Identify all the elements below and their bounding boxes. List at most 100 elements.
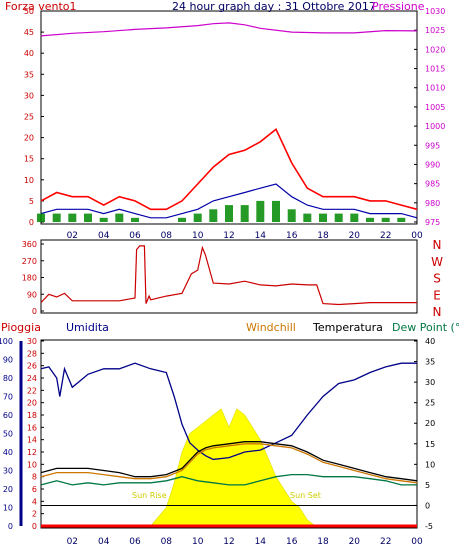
chart_data.2.rain_ticks-tick-label: 2 <box>32 510 37 519</box>
chart_data.2.left_ticks-tick-label: 40 <box>3 448 13 457</box>
wind-bar <box>381 217 390 222</box>
wind-plot-frame <box>40 10 418 225</box>
compass-label: S <box>433 272 441 286</box>
chart_data.0.left_ticks-tick-label: 30 <box>24 91 34 100</box>
chart_data.2.left_ticks-tick-label: 10 <box>3 504 13 513</box>
temperature-series <box>40 362 418 528</box>
wind-bar <box>68 213 77 222</box>
chart_data.1.left_ticks-tick-label: 90 <box>27 290 37 299</box>
wind-direction-line <box>40 245 417 306</box>
hour-ticks-bottom: 02 04 06 08 10 12 14 16 18 20 22 00 <box>67 537 423 547</box>
chart_data.2.rain_ticks-tick-label: 30 <box>27 337 37 346</box>
chart_data.2.rain_ticks-tick-label: 18 <box>27 411 37 420</box>
pressure-ticks: 975 980 985 990 995 1000 1005 1010 1015 1020 1025 1… <box>414 7 445 227</box>
chart_data.2.x_ticks-label: 00 <box>411 537 423 547</box>
direction-series <box>40 245 417 306</box>
wind-bar <box>350 213 359 222</box>
chart_data.2.rain_ticks-tick-label: 8 <box>32 473 37 482</box>
chart_data.2.x_ticks-label: 04 <box>98 537 110 547</box>
chart_data.2.rain_ticks-tick-label: 10 <box>27 460 37 469</box>
chart_data.0.x_ticks-label: 02 <box>67 231 78 241</box>
chart_data.2.x_ticks-label: 10 <box>192 537 204 547</box>
chart_data.1.left_ticks-tick-label: 0 <box>32 307 37 316</box>
chart_data.0.left_ticks-tick-label: 15 <box>24 155 34 164</box>
chart_data.0.right_ticks-tick-label: 1010 <box>425 84 445 93</box>
wind-bar <box>52 213 61 222</box>
chart-title: 24 hour graph day : 31 Ottobre 2017 <box>172 0 376 13</box>
chart_data.2.left_ticks-tick-label: 80 <box>3 374 13 383</box>
chart_data.2.x_ticks-label: 12 <box>223 537 234 547</box>
direction-degree-ticks: 0 90 180 270 360 <box>22 240 44 316</box>
legend-umidita: Umidita <box>66 321 109 334</box>
chart_data.0.left_ticks-tick-label: 0 <box>29 218 34 227</box>
chart_data.0.left_ticks-tick-label: 35 <box>24 70 34 79</box>
direction-plot-frame <box>40 239 418 314</box>
chart_data.0.right_ticks-tick-label: 1030 <box>425 7 445 16</box>
wind-bar <box>37 213 45 222</box>
chart_data.2.rain_ticks-tick-label: 14 <box>27 436 37 445</box>
chart_data.0.left_ticks-tick-label: 25 <box>24 113 34 122</box>
legend-pioggia: Pioggia <box>1 321 41 334</box>
chart_data.2.x_ticks-label: 18 <box>317 537 329 547</box>
temperature-humidity-panel: Pioggia Umidita Windchill Temperatura De… <box>0 321 459 547</box>
compass-label: W <box>431 255 443 269</box>
chart_data.2.right_ticks-tick-label: 0 <box>425 501 430 510</box>
wind-gust-line <box>40 127 418 211</box>
chart_data.0.left_ticks-tick-label: 20 <box>24 134 34 143</box>
wind-bar <box>178 217 186 222</box>
chart_data.2.rain_ticks-tick-label: 4 <box>32 497 37 506</box>
wind-bar <box>115 213 124 222</box>
chart_data.0.right_ticks-tick-label: 1025 <box>425 26 445 35</box>
chart_data.0.x_ticks-label: 20 <box>349 231 361 241</box>
chart_data.2.left_ticks-tick-label: 100 <box>0 337 13 346</box>
chart_data.2.rain_ticks-tick-label: 20 <box>27 399 37 408</box>
compass-label: E <box>433 288 441 302</box>
chart_data.2.x_ticks-label: 06 <box>129 537 141 547</box>
chart_data.2.x_ticks-label: 02 <box>67 537 78 547</box>
wind-pressure-panel: Forza vento1 24 hour graph day : 31 Otto… <box>5 0 445 241</box>
chart_data.2.right_ticks-tick-label: 5 <box>425 481 430 490</box>
chart_data.2.rain_ticks-tick-label: 28 <box>27 349 37 358</box>
sun-set-label: Sun Set <box>290 491 321 500</box>
chart_data.2.left_ticks-tick-label: 50 <box>3 430 13 439</box>
chart_data.2.left_ticks-tick-label: 0 <box>8 522 13 531</box>
chart_data.2.x_ticks-label: 22 <box>380 537 391 547</box>
chart_data.0.x_ticks-label: 06 <box>129 231 141 241</box>
chart_data.2.right_ticks-tick-label: -5 <box>425 522 433 531</box>
wind-bar <box>366 217 374 222</box>
chart_data.0.right_ticks-tick-label: 995 <box>425 141 440 150</box>
temperatura-line <box>40 441 418 482</box>
chart_data.2.rain_ticks-tick-label: 6 <box>32 485 37 494</box>
chart_data.2.x_ticks-label: 08 <box>161 537 173 547</box>
chart_data.2.rain_ticks-tick-label: 24 <box>27 374 37 383</box>
chart_data.0.left_ticks-tick-label: 45 <box>24 28 34 37</box>
legend-dew-point: Dew Point (°C <box>392 321 459 334</box>
chart_data.2.left_ticks-tick-label: 30 <box>3 467 13 476</box>
chart_data.2.right_ticks-tick-label: 35 <box>425 358 435 367</box>
chart_data.2.right_ticks-tick-label: 40 <box>425 337 435 346</box>
chart_data.0.x_ticks-label: 22 <box>380 231 391 241</box>
chart_data.0.x_ticks-label: 18 <box>317 231 329 241</box>
solar-radiation-area <box>41 408 417 527</box>
chart_data.2.left_ticks-tick-label: 20 <box>3 485 13 494</box>
wind-pressure-series <box>37 22 418 222</box>
chart_data.2.right_ticks-tick-label: 15 <box>425 440 435 449</box>
chart_data.1.left_ticks-tick-label: 180 <box>22 274 37 283</box>
chart_data.0.right_ticks-tick-label: 1000 <box>425 122 445 131</box>
wind-bar <box>240 205 249 222</box>
pressure-line <box>40 22 418 37</box>
chart_data.0.left_ticks-tick-label: 5 <box>29 197 34 206</box>
chart_data.0.right_ticks-tick-label: 980 <box>425 199 440 208</box>
chart_data.2.x_ticks-label: 16 <box>286 537 298 547</box>
chart_data.0.x_ticks-label: 14 <box>255 231 267 241</box>
compass-label: N <box>433 305 442 319</box>
chart_data.0.right_ticks-tick-label: 985 <box>425 180 440 189</box>
chart_data.2.rain_ticks-tick-label: 0 <box>32 522 37 531</box>
sun-rise-label: Sun Rise <box>132 491 167 500</box>
chart_data.1.left_ticks-tick-label: 360 <box>22 240 37 249</box>
wind-bar <box>319 213 327 222</box>
chart_data.2.right_ticks-tick-label: 10 <box>425 460 435 469</box>
humidity-ticks: 0 10 20 30 40 50 60 70 80 90 100 <box>0 337 23 531</box>
chart_data.0.left_ticks-tick-label: 40 <box>24 49 34 58</box>
